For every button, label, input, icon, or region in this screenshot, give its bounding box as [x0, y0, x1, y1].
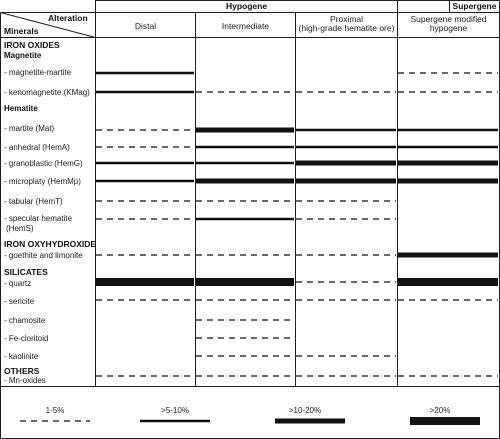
- group-iron-oxyhydroxide: IRON OXYHYDROXIDE: [4, 239, 97, 249]
- mineral-kenomagnetite: - kenomagnetite (KMag): [4, 88, 90, 97]
- group-iron-oxides: IRON OXIDES: [4, 40, 60, 50]
- mineral-goethite-limonite: - goethite and limonite: [4, 251, 83, 260]
- supergene-header: Supergene: [452, 1, 497, 11]
- column-proximal-subtitle: (high-grade hematite ore): [298, 23, 395, 33]
- mineral-anhedral: - anhedral (HemA): [4, 143, 70, 152]
- mineral-sericite: - sericite: [4, 297, 35, 306]
- column-intermediate: Intermediate: [221, 21, 270, 31]
- mineral-specular-hematite: - specular hematite: [4, 214, 73, 223]
- legend-label-10-20: >10-20%: [288, 406, 322, 415]
- group-others: OTHERS: [4, 366, 40, 376]
- minerals-header: Minerals: [4, 26, 39, 36]
- column-supergene-modified: Supergene modified: [410, 14, 487, 24]
- mineral-specular-hematite-abbr: (HemS): [6, 224, 34, 233]
- legend-label-20: >20%: [429, 406, 451, 415]
- mineral-quartz: - quartz: [4, 279, 32, 288]
- mineral-martite: - martite (Mat): [4, 124, 55, 133]
- hypogene-header: Hypogene: [225, 1, 268, 11]
- column-supergene-modified-subtitle: hypogene: [429, 23, 468, 33]
- subgroup-magnetite: Magnetite: [4, 51, 42, 60]
- group-silicates: SILICATES: [4, 267, 48, 277]
- mineral-chamosite: - chamosite: [4, 316, 46, 325]
- legend-label-5-10: >5-10%: [161, 406, 189, 415]
- mineral-magnetite-martite: - magnetite-martite: [4, 68, 72, 77]
- mineral-microplaty: - microplaty (HemMp): [4, 177, 81, 186]
- subgroup-hematite: Hematite: [4, 104, 38, 113]
- column-distal: Distal: [134, 21, 157, 31]
- column-proximal: Proximal: [329, 14, 364, 24]
- mineral-granoblastic: - granoblastic (HemG): [4, 159, 83, 168]
- mineral-kaolinite: - kaolinite: [4, 352, 39, 361]
- mineral-mn-oxides: - Mn-oxides: [4, 376, 46, 385]
- alteration-header: Alteration: [48, 13, 88, 23]
- mineral-tabular: - tabular (HemT): [4, 197, 63, 206]
- mineral-fe-cloritoid: - Fe-cloritoid: [4, 334, 49, 343]
- legend-label-1-5: 1-5%: [45, 406, 65, 415]
